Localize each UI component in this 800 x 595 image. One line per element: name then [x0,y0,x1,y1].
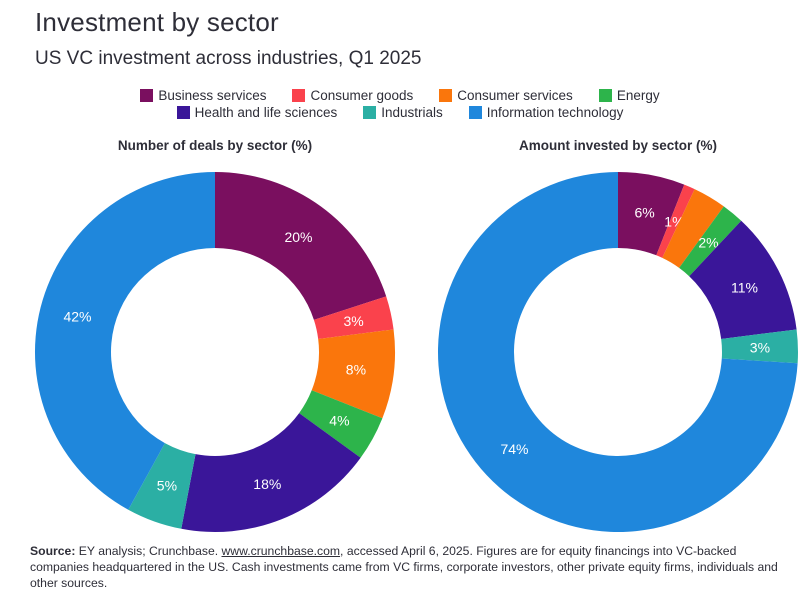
donut-slice-business-services [215,172,387,320]
slice-label-health-and-life-sciences: 11% [731,279,758,295]
legend-swatch [292,89,306,102]
chart-title-amount-invested: Amount invested by sector (%) [518,138,718,153]
slice-label-business-services: 6% [634,204,654,220]
donut-slice-industrials [721,329,798,364]
source-note: Source: EY analysis; Crunchbase. www.cru… [30,543,780,592]
slice-label-consumer-services: 8% [346,362,366,378]
slice-label-industrials: 3% [750,339,770,355]
page-title: Investment by sector [35,7,279,37]
donut-slice-information-technology [437,172,798,532]
donut-chart-amount-invested: Amount invested by sector (%) 6% 1% 2% 11% 3… [433,138,800,539]
slice-label-industrials: 5% [157,478,177,494]
legend-swatch [439,89,453,102]
source-text-after-link: , accessed April 6, 2025. Figures are fo… [30,544,778,591]
legend-label: Business services [158,88,267,103]
legend-swatch [468,106,482,119]
slice-label-business-services: 20% [284,229,312,245]
legend-item-energy: Energy [598,88,660,103]
slice-label-information-technology: 42% [63,309,91,325]
legend-item-health-and-life-sciences: Health and life sciences [176,105,338,120]
crunchbase-link[interactable]: www.crunchbase.com [221,544,341,558]
legend-label: Industrials [381,105,443,120]
slice-label-energy: 4% [329,412,349,428]
donut-slice-energy [299,390,383,458]
legend-swatch [598,89,612,102]
legend-label: Consumer goods [310,88,414,103]
donut-slice-industrials [128,443,196,529]
legend-item-consumer-services: Consumer services [439,88,573,103]
legend-label: Energy [616,88,660,103]
legend-item-business-services: Business services [140,88,266,103]
donut-slice-consumer-goods [656,184,695,258]
slice-label-energy: 2% [698,235,718,251]
donut-slice-energy [679,206,742,277]
donut-slice-consumer-services [662,189,724,268]
donut-slice-consumer-services [311,329,395,419]
slice-label-consumer-goods: 3% [343,313,363,329]
donut-slice-information-technology [34,172,216,510]
source-text-before-link: EY analysis; Crunchbase. [75,544,222,558]
source-label: Source: [30,544,76,558]
chart-title-number-of-deals: Number of deals by sector (%) [117,138,313,153]
legend-label: Consumer services [457,88,573,103]
legend-row: Business services Consumer goods Consumer … [127,88,672,103]
donut-slice-health-and-life-sciences [689,220,797,339]
legend-item-industrials: Industrials [363,105,443,120]
legend-label: Information technology [486,105,624,120]
slice-label-information-technology: 74% [500,441,528,457]
legend-item-information-technology: Information technology [468,105,624,120]
chart-legend: Business services Consumer goods Consumer … [0,88,800,120]
legend-label: Health and life sciences [194,105,338,120]
legend-item-consumer-goods: Consumer goods [292,88,413,103]
legend-swatch [176,106,190,119]
donut-slice-health-and-life-sciences [181,413,361,532]
donut-slice-consumer-goods [313,296,394,339]
donut-amount-invested-svg: 6%1%2%11%3%74% [437,172,798,532]
donut-number-of-deals-svg: 20% 3% 8% 4% 18% 5% 42% [34,172,395,532]
slice-label-health-and-life-sciences: 18% [253,476,281,492]
legend-swatch [140,89,154,102]
legend-swatch [363,106,377,119]
donut-slice-business-services [618,172,685,256]
donut-chart-number-of-deals: Number of deals by sector (%) 20% 3% 8% 4% 1… [30,138,400,539]
page-subtitle: US VC investment across industries, Q1 2… [35,48,422,69]
legend-row: Health and life sciences Industrials Infor… [164,105,637,120]
